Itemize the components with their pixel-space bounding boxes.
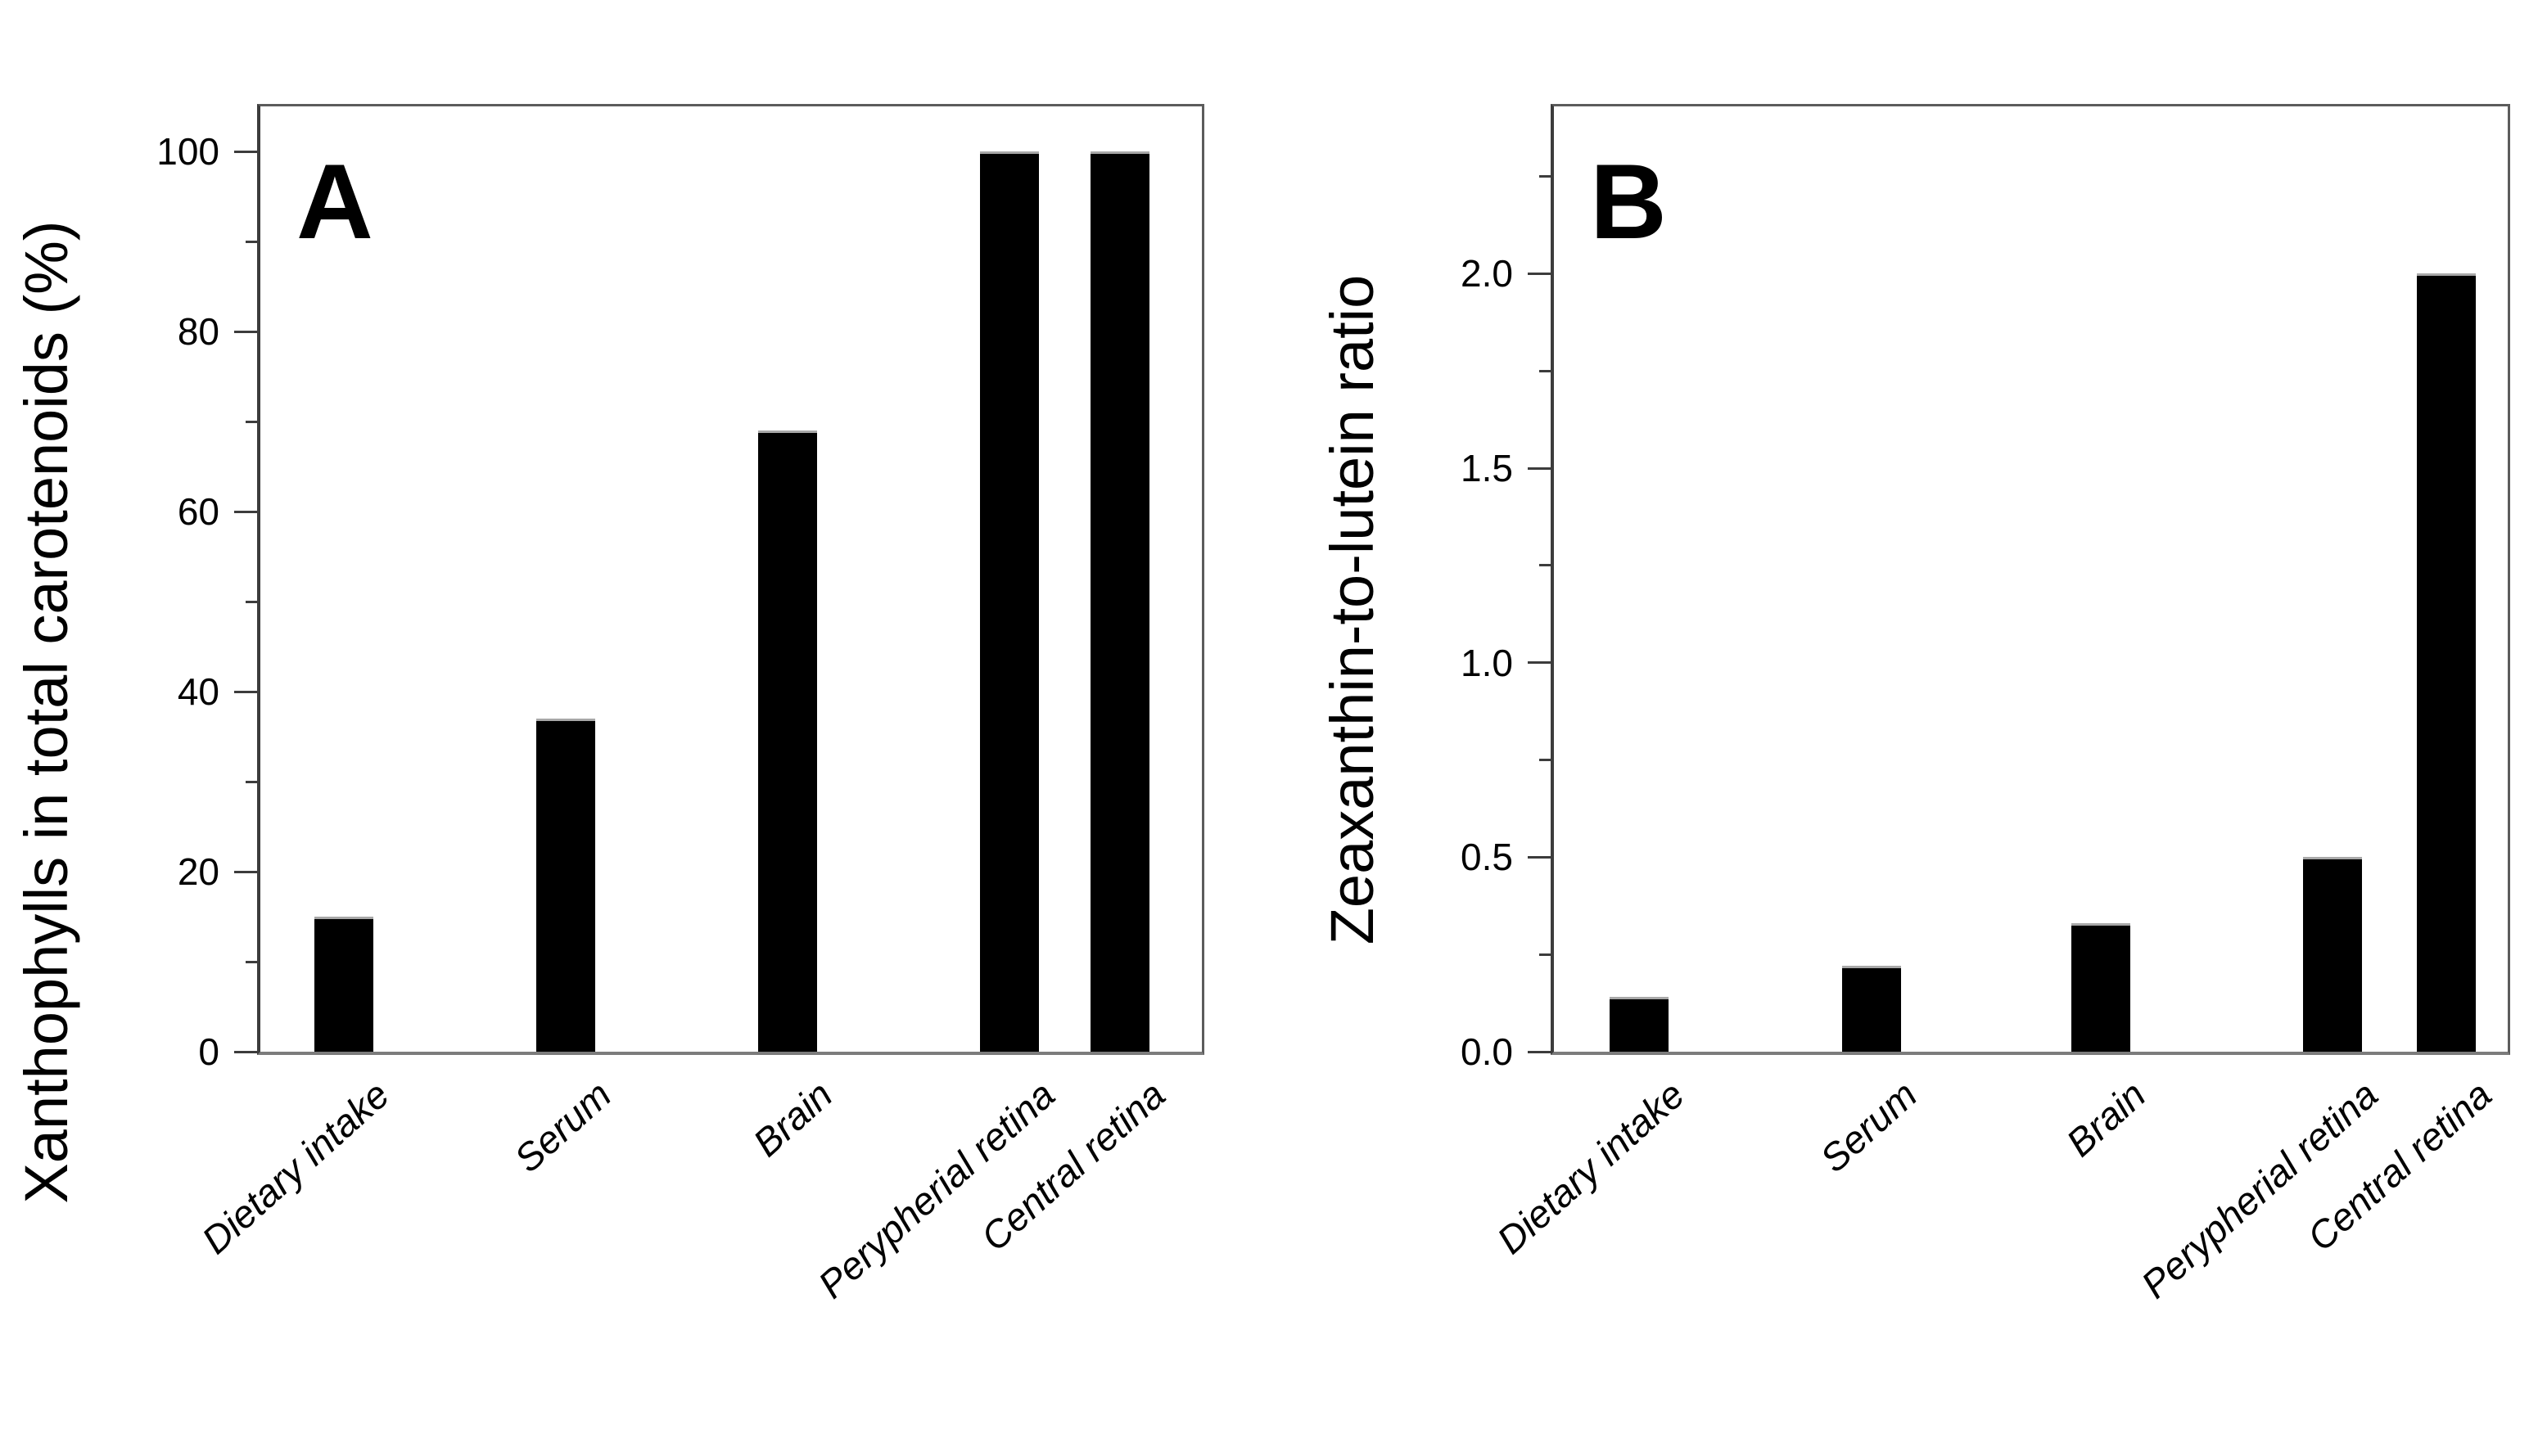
bar-central-retina: [1091, 151, 1149, 1052]
y-axis-tick-label: 1.5: [1461, 447, 1513, 489]
bar-central-retina: [2417, 273, 2476, 1052]
y-axis-tick-label: 0: [198, 1030, 219, 1073]
x-category-label-dietary-intake: Dietary intake: [192, 1072, 397, 1262]
y-axis-tick-label: 80: [177, 310, 219, 353]
x-category-label-brain: Brain: [744, 1072, 841, 1165]
y-axis-minor-tick: [246, 241, 257, 243]
y-axis-minor-tick: [246, 781, 257, 783]
y-axis-tick-label: 20: [177, 850, 219, 893]
bar-dietary-intake: [314, 917, 373, 1052]
y-axis-major-tick: [1528, 467, 1551, 470]
y-axis-minor-tick: [1539, 175, 1551, 178]
y-axis-major-tick: [234, 691, 257, 693]
y-axis-tick-label: 0.5: [1461, 836, 1513, 878]
y-axis-minor-tick: [1539, 759, 1551, 761]
y-axis-minor-tick: [1539, 953, 1551, 956]
bar-brain: [2071, 923, 2130, 1052]
y-axis-major-tick: [234, 871, 257, 873]
plot-area-panel-a: A 0 20 40 60 80 100 Dietary intake Serum Brain Pe…: [156, 104, 1204, 1306]
y-axis-minor-tick: [246, 601, 257, 603]
y-axis-major-tick: [1528, 856, 1551, 859]
plot-area-panel-b: B 0.0 0.5 1.0 1.5 2.0 Dietary intake Serum Brai…: [1461, 104, 2510, 1306]
bar-perypherial-retina: [980, 151, 1039, 1052]
y-axis-minor-tick: [246, 421, 257, 423]
y-axis-minor-tick: [246, 961, 257, 963]
y-axis-major-tick: [234, 151, 257, 153]
y-axis-tick-label: 60: [177, 490, 219, 533]
bar-dietary-intake: [1610, 997, 1669, 1052]
x-category-label-dietary-intake: Dietary intake: [1488, 1072, 1692, 1262]
y-axis-minor-tick: [1539, 564, 1551, 566]
y-axis-tick-label: 1.0: [1461, 642, 1513, 684]
x-category-label-brain: Brain: [2057, 1072, 2154, 1165]
panel-letter-b: B: [1590, 142, 1667, 261]
y-axis-major-tick: [1528, 1051, 1551, 1053]
bar-brain: [758, 430, 817, 1052]
y-axis-major-tick: [234, 331, 257, 333]
y-axis-tick-label: 2.0: [1461, 252, 1513, 295]
bar-serum: [1842, 966, 1901, 1052]
y-axis-minor-tick: [1539, 370, 1551, 372]
bar-serum: [536, 719, 595, 1052]
bar-perypherial-retina: [2303, 857, 2362, 1052]
y-axis-major-tick: [234, 1051, 257, 1053]
y-axis-major-tick: [234, 511, 257, 513]
y-axis-major-tick: [1528, 273, 1551, 275]
x-category-label-serum: Serum: [1811, 1072, 1925, 1181]
y-axis-tick-label: 0.0: [1461, 1030, 1513, 1073]
y-axis-tick-label: 100: [156, 130, 219, 173]
panel-letter-a: A: [296, 142, 373, 261]
x-category-label-serum: Serum: [505, 1072, 619, 1181]
y-axis-major-tick: [1528, 661, 1551, 664]
y-axis-tick-label: 40: [177, 670, 219, 713]
